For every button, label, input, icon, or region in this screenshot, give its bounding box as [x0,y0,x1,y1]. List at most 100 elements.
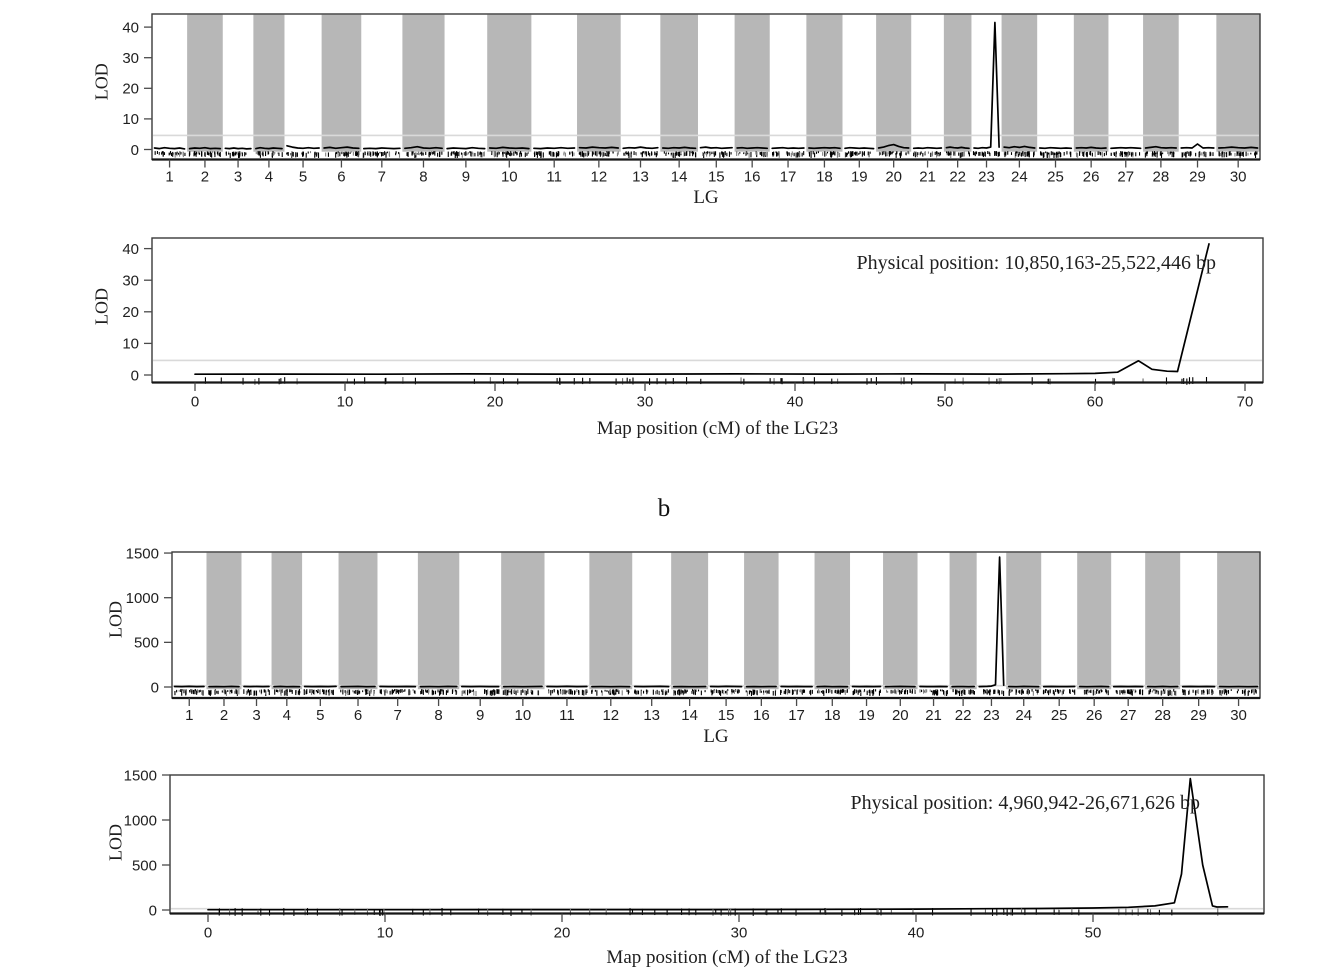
lg-shade-band [671,552,709,690]
lg-shade-band [883,552,918,690]
x-tick-label-lg9: 9 [462,169,470,186]
lod-curve-lg6 [323,146,360,150]
x-tick-label-lg14: 14 [671,169,688,186]
lod-curve-lg3 [224,147,252,150]
lod-curve-lg30 [1217,146,1259,149]
physical-position-annotation: Physical position: 10,850,163-25,522,446… [857,252,1216,274]
y-axis-title: LOD [105,601,125,638]
x-tick-label-lg23: 23 [978,169,995,186]
x-tick-label-lg8: 8 [419,169,427,186]
lg-shade-band [271,552,303,690]
lod-curve-lg21 [912,146,943,150]
y-tick-label: 40 [122,241,139,258]
x-tick-label-0: 0 [191,394,199,411]
x-tick-label-40: 40 [908,925,925,942]
x-tick-label-40: 40 [787,394,804,411]
x-axis-title: LG [703,726,729,747]
lod-curve-lg18 [808,146,841,150]
lod-curve-lg16 [736,146,769,150]
x-axis-title: Map position (cM) of the LG23 [606,947,847,968]
x-tick-label-50: 50 [1085,925,1102,942]
x-tick-label-lg11: 11 [559,707,575,724]
x-tick-label-30: 30 [637,394,654,411]
y-tick-label: 1000 [126,590,159,607]
x-tick-label-lg28: 28 [1154,707,1171,724]
x-tick-label-lg5: 5 [299,169,307,186]
y-tick-label: 40 [122,19,139,36]
y-tick-label: 30 [122,50,139,67]
lg-shade-band [876,14,912,152]
lod-curve-lg15 [699,146,733,150]
lg-shade-band [1001,14,1038,152]
lod-curve-lg10 [488,146,530,150]
x-tick-label-lg3: 3 [252,707,260,724]
lg-shade-band [206,552,242,690]
y-tick-label: 500 [132,857,157,874]
x-tick-label-lg1: 1 [185,707,193,724]
x-tick-label-10: 10 [377,925,394,942]
x-tick-label-lg24: 24 [1011,169,1028,186]
x-tick-label-lg22: 22 [955,707,972,724]
x-tick-label-lg13: 13 [632,169,649,186]
lg-shade-band [1073,14,1109,152]
x-tick-label-lg18: 18 [816,169,833,186]
lod-curve-lg4 [255,146,283,150]
y-axis-title: LOD [91,288,111,325]
x-tick-label-20: 20 [554,925,571,942]
x-tick-label-lg15: 15 [708,169,725,186]
lg-shade-band [734,14,770,152]
lg-shade-band [417,552,460,690]
x-tick-label-lg26: 26 [1086,707,1103,724]
y-tick-label: 30 [122,272,139,289]
lod-curve-lg7 [362,147,401,150]
lod-curve-lg27 [1110,146,1142,150]
lod-curve-lg22 [945,146,970,150]
lg-shade-band [338,552,378,690]
x-tick-label-lg4: 4 [265,169,273,186]
panel-a-lg23-chart: 0 10 20 30 40 LOD 0 10 20 30 40 50 60 70 Map position … [91,237,1264,439]
x-tick-label-lg21: 21 [925,707,942,724]
x-tick-label-lg25: 25 [1047,169,1064,186]
x-tick-label-lg12: 12 [591,169,608,186]
lg-shade-band [814,552,851,690]
x-tick-label-lg15: 15 [718,707,735,724]
y-tick-label: 1500 [124,767,157,784]
lg-shade-band [1216,14,1260,152]
lod-curve-lg23 [207,777,1229,911]
x-tick-label-10: 10 [337,394,354,411]
y-tick-label: 1000 [124,812,157,829]
x-tick-label-lg4: 4 [283,707,291,724]
x-tick-label-lg11: 11 [546,169,562,186]
lg-shade-band [577,14,621,152]
lg-shade-band [806,14,843,152]
x-tick-label-lg29: 29 [1190,707,1207,724]
x-axis-title: LG [693,187,719,208]
x-tick-label-30: 30 [731,925,748,942]
x-tick-label-0: 0 [204,925,212,942]
lg-shade-band [943,14,972,152]
lg-shade-band [744,552,779,690]
x-tick-label-lg24: 24 [1015,707,1032,724]
x-tick-label-lg21: 21 [919,169,936,186]
y-tick-label: 10 [122,336,139,353]
lod-curve-lg28 [1144,145,1178,149]
lod-curve-lg25 [1038,146,1073,150]
x-tick-label-lg3: 3 [234,169,242,186]
x-tick-label-lg7: 7 [378,169,386,186]
lod-curve-lg14 [661,146,697,150]
x-tick-label-70: 70 [1237,394,1254,411]
x-tick-label-lg27: 27 [1117,169,1134,186]
lg-shade-band [1006,552,1042,690]
lg-shade-band [487,14,532,152]
y-tick-label: 0 [131,367,139,384]
x-tick-label-50: 50 [937,394,954,411]
lg-shade-band [501,552,545,690]
x-tick-label-lg10: 10 [501,169,518,186]
x-tick-label-lg7: 7 [394,707,402,724]
x-tick-label-lg19: 19 [851,169,868,186]
lg-shade-band [321,14,362,152]
x-tick-label-lg25: 25 [1051,707,1068,724]
lod-curve-lg23 [978,556,1005,688]
